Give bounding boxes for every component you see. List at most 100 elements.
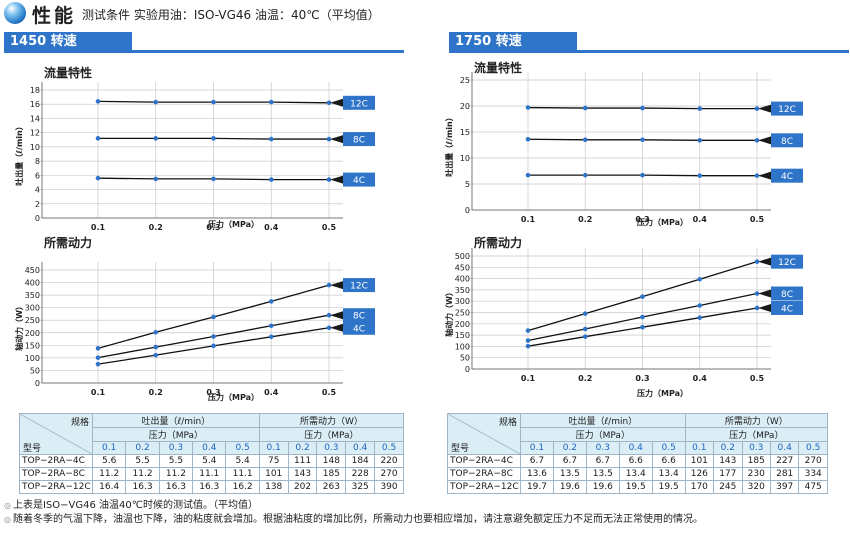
panel-1450-rpm: 1450 转速 流量特性 0 2 4 6 8 10 12 14 16 18 0.1 0.2 0.3 0.4 0…	[0, 30, 405, 408]
data-point-12C	[211, 99, 216, 105]
table-flow-cell: 13.4	[651, 467, 686, 481]
y-tick-label: 10	[460, 154, 470, 163]
chart-title: 流量特性	[44, 65, 92, 80]
data-point-4C	[211, 176, 216, 182]
data-point-8C	[640, 314, 645, 320]
y-tick-label: 18	[30, 86, 40, 95]
table-power-cell: 325	[345, 480, 376, 494]
data-point-8C	[268, 323, 274, 329]
table-row: TOP−2RA−12C 19.7 19.6 19.6 19.5 19.5 170 245 320…	[447, 480, 828, 494]
data-point-8C	[268, 136, 274, 142]
table-power-cell: 281	[769, 467, 800, 481]
table-power-cell: 227	[769, 454, 800, 468]
table-flow-cell: 5.5	[158, 454, 194, 468]
table-power-cell: 263	[316, 480, 347, 494]
table-flow-cell: 11.2	[158, 467, 194, 481]
y-tick-label: 0	[465, 365, 470, 374]
y-tick-label: 100	[25, 354, 40, 363]
table-pressure-values-row: 0.1 0.2 0.3 0.4 0.5 0.1 0.2 0.3 0.4 0.5	[448, 441, 828, 455]
x-tick-label: 0.5	[750, 374, 765, 383]
data-point-4C	[754, 173, 760, 178]
data-point-8C	[326, 136, 332, 142]
y-tick-label: 5	[465, 180, 470, 189]
table-flow-cell: 11.2	[91, 467, 127, 481]
data-point-12C	[754, 106, 760, 111]
table-power-cell: 143	[713, 454, 743, 468]
series-label-12C: 12C	[778, 105, 796, 115]
series-label-box	[343, 308, 375, 323]
x-tick-label: 0.1	[91, 388, 106, 397]
table-spec-label: 规格	[498, 418, 517, 428]
data-point-4C	[525, 343, 531, 349]
y-tick-label: 10	[30, 143, 40, 152]
table-header-row: 规格 型号 吐出量（ℓ/min） 所需动力（W）	[19, 413, 405, 455]
table-model-cell: TOP−2RA−4C	[19, 454, 93, 468]
y-axis-label: 吐出量（ℓ/min）	[445, 113, 454, 176]
note-bullet-icon: ◎	[4, 515, 11, 524]
table-flow-cell: 6.6	[618, 454, 653, 468]
x-tick-label: 0.1	[91, 223, 106, 232]
table-power-cell: 185	[741, 454, 771, 468]
data-point-8C	[525, 136, 531, 142]
y-axis-label: 轴动力（W）	[14, 302, 24, 351]
y-tick-label: 4	[35, 186, 40, 195]
table-power-cell: 390	[374, 480, 404, 494]
series-label-pointer	[758, 303, 771, 312]
data-point-4C	[326, 177, 332, 182]
table-flow-cell: 11.1	[192, 467, 227, 481]
y-tick-label: 300	[455, 297, 470, 306]
series-label-4C: 4C	[353, 176, 365, 186]
y-tick-label: 6	[35, 171, 40, 180]
y-tick-label: 400	[25, 279, 40, 288]
table-pressure-value: 0.5	[651, 441, 686, 455]
y-tick-label: 350	[455, 286, 470, 295]
chart-title: 所需动力	[44, 235, 92, 250]
data-point-4C	[640, 324, 645, 330]
table-pressure-value: 0.1	[258, 441, 289, 455]
series-label-pointer	[758, 257, 771, 266]
performance-table-1750: 规格 型号 吐出量（ℓ/min） 所需动力（W） 压力（MPa） 压力（MPa） 0.1 0.…	[447, 413, 829, 494]
data-point-4C	[268, 177, 274, 182]
table-flow-cell: 6.7	[520, 454, 554, 468]
series-label-pointer	[758, 104, 771, 113]
data-point-8C	[697, 303, 703, 308]
series-label-box	[343, 172, 375, 187]
table-row: TOP−2RA−4C 5.6 5.5 5.5 5.4 5.4 75 111 148 184 220	[19, 454, 404, 468]
table-model-cell: TOP−2RA−4C	[447, 454, 521, 468]
data-point-12C	[525, 328, 531, 333]
table-pressure-value: 0.5	[225, 441, 260, 455]
data-point-12C	[697, 106, 703, 111]
y-axis-label: 吐出量（ℓ/min）	[14, 122, 24, 185]
panel-1450-charts: 流量特性 0 2 4 6 8 10 12 14 16 18 0.1 0.2 0.3 0.4 0.5 压力（MPa…	[14, 65, 375, 402]
series-label-pointer	[330, 135, 343, 144]
x-tick-label: 0.4	[264, 388, 279, 397]
series-label-box	[771, 133, 803, 148]
y-tick-label: 15	[460, 128, 470, 137]
data-point-4C	[268, 334, 274, 340]
x-tick-label: 0.3	[206, 223, 220, 232]
y-tick-label: 0	[35, 379, 40, 388]
panel-tab-1450: 1450 转速	[4, 32, 132, 52]
table-power-cell: 143	[287, 467, 318, 481]
table-pressure-value: 0.2	[287, 441, 318, 455]
y-tick-label: 100	[455, 342, 470, 351]
y-tick-label: 350	[25, 291, 40, 300]
table-flow-cell: 19.7	[520, 480, 554, 494]
y-tick-label: 20	[460, 102, 470, 111]
table-pressure-value: 0.4	[618, 441, 653, 455]
data-point-8C	[754, 138, 760, 143]
data-point-8C	[754, 291, 760, 296]
table-corner-header: 规格 型号	[19, 413, 93, 455]
data-point-4C	[153, 176, 159, 182]
data-point-8C	[211, 334, 216, 339]
table-corner-diagonal	[20, 414, 92, 454]
series-label-box	[771, 300, 803, 315]
y-tick-label: 50	[460, 354, 470, 363]
data-point-8C	[153, 136, 159, 141]
table-flow-cell: 5.4	[192, 454, 227, 468]
chart-title: 流量特性	[474, 60, 522, 75]
page-title: 性能	[32, 5, 77, 27]
table-row: TOP−2RA−12C 16.4 16.3 16.3 16.3 16.2 138 202 263…	[19, 480, 404, 494]
panel-1750-charts: 流量特性 0 5 10 15 20 25 0.1 0.2 0.3 0.4 0.5 压力（MPa） 吐出量（…	[445, 60, 803, 398]
series-label-pointer	[758, 171, 771, 180]
